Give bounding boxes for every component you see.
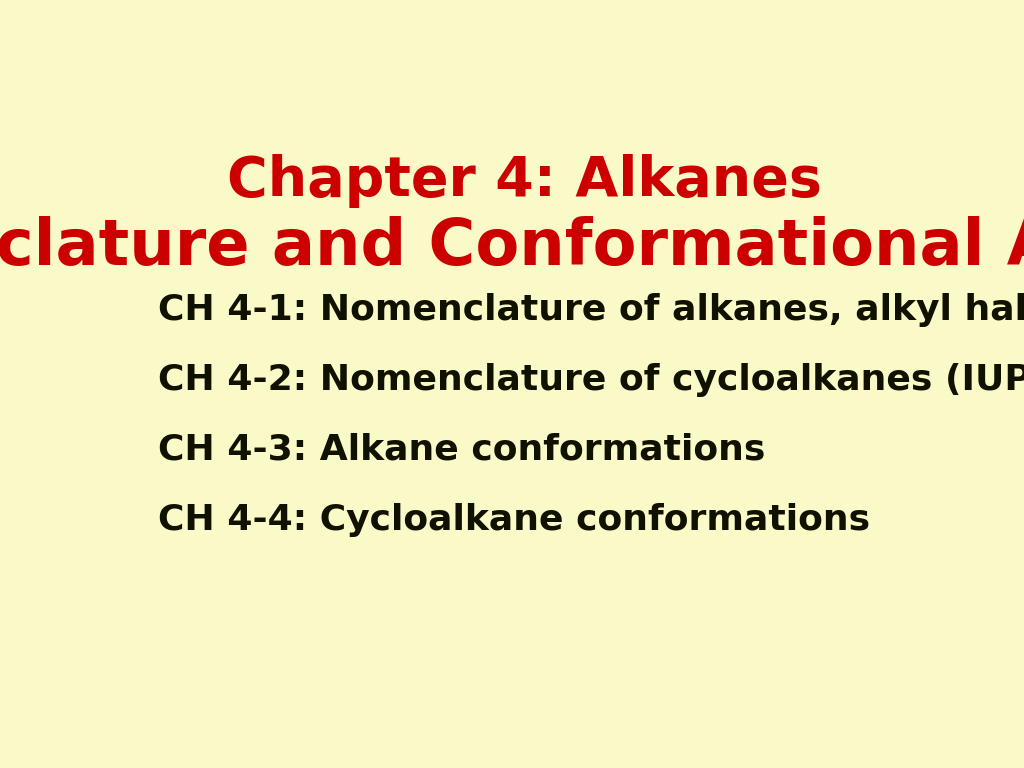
Text: CH 4-2: Nomenclature of cycloalkanes (IUPAC): CH 4-2: Nomenclature of cycloalkanes (IU… <box>158 363 1024 397</box>
Text: CH 4-4: Cycloalkane conformations: CH 4-4: Cycloalkane conformations <box>158 502 870 537</box>
Text: CH 4-3: Alkane conformations: CH 4-3: Alkane conformations <box>158 433 766 467</box>
Text: Nomenclature and Conformational Analysis: Nomenclature and Conformational Analysis <box>0 217 1024 280</box>
Text: CH 4-1: Nomenclature of alkanes, alkyl halides (IUPAC): CH 4-1: Nomenclature of alkanes, alkyl h… <box>158 293 1024 327</box>
Text: Chapter 4: Alkanes: Chapter 4: Alkanes <box>227 154 822 208</box>
